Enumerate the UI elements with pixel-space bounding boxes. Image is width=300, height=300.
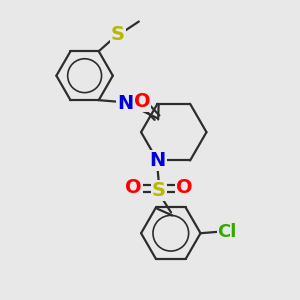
Text: H: H xyxy=(135,93,147,108)
Text: N: N xyxy=(149,151,166,170)
Text: O: O xyxy=(125,178,142,197)
Text: S: S xyxy=(111,26,125,44)
Text: S: S xyxy=(152,181,166,200)
Text: Cl: Cl xyxy=(218,223,237,241)
Text: O: O xyxy=(134,92,150,111)
Text: O: O xyxy=(176,178,193,197)
Text: N: N xyxy=(117,94,134,112)
